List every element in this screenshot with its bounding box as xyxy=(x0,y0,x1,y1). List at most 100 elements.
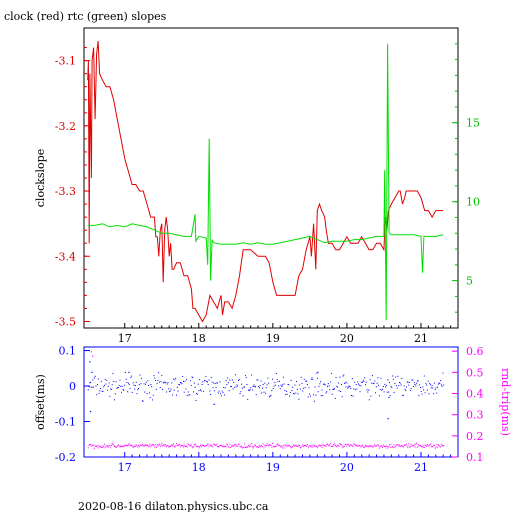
data-point-offset xyxy=(393,392,395,394)
data-point-rnd-trip xyxy=(285,444,287,446)
data-point-offset xyxy=(203,390,205,392)
data-point-offset xyxy=(154,377,156,379)
data-point-rnd-trip xyxy=(230,446,232,448)
data-point-offset xyxy=(333,388,335,390)
data-point-rnd-trip xyxy=(304,444,306,446)
data-point-offset xyxy=(347,387,349,389)
data-point-offset xyxy=(416,380,418,382)
data-point-offset xyxy=(374,380,376,382)
data-point-offset xyxy=(175,377,177,379)
data-point-rnd-trip xyxy=(184,445,186,447)
data-point-offset xyxy=(340,391,342,392)
data-point-rnd-trip xyxy=(229,443,231,445)
data-point-offset xyxy=(430,384,431,386)
data-point-rnd-trip xyxy=(235,445,237,447)
data-point-rnd-trip xyxy=(279,445,281,447)
data-point-rnd-trip xyxy=(200,446,202,448)
data-point-offset xyxy=(162,382,164,384)
data-point-offset xyxy=(196,392,198,394)
data-point-offset xyxy=(249,389,251,391)
data-point-offset xyxy=(311,377,313,379)
data-point-rnd-trip xyxy=(357,445,359,447)
data-point-rnd-trip xyxy=(289,444,291,446)
data-point-offset xyxy=(418,395,420,397)
data-point-rnd-trip xyxy=(290,447,292,449)
data-point-offset xyxy=(241,387,243,389)
data-point-offset xyxy=(291,390,293,392)
y-tick-label: -3.4 xyxy=(55,250,76,263)
data-point-rnd-trip xyxy=(330,442,332,444)
data-point-rnd-trip xyxy=(326,443,328,445)
data-point-offset xyxy=(139,374,141,376)
data-point-offset xyxy=(332,388,334,390)
data-point-offset xyxy=(224,394,225,396)
y2-tick-label: 10 xyxy=(466,196,480,209)
data-point-rnd-trip xyxy=(122,445,124,447)
data-point-offset xyxy=(429,382,431,384)
data-point-offset xyxy=(258,387,260,389)
data-point-rnd-trip xyxy=(425,444,427,446)
data-point-offset xyxy=(148,385,150,386)
x-tick-label: 20 xyxy=(340,332,354,345)
data-point-offset xyxy=(306,384,308,386)
data-point-rnd-trip xyxy=(416,442,418,444)
data-point-offset xyxy=(166,383,168,385)
y2-tick-label: 0.6 xyxy=(466,345,484,358)
data-point-rnd-trip xyxy=(139,444,141,446)
data-point-rnd-trip xyxy=(303,445,305,446)
data-point-rnd-trip xyxy=(197,445,199,447)
data-point-rnd-trip xyxy=(128,444,129,446)
data-point-offset xyxy=(207,381,208,383)
data-point-rnd-trip xyxy=(330,446,332,447)
data-point-rnd-trip xyxy=(350,444,352,446)
data-point-rnd-trip xyxy=(358,445,359,447)
y-tick-label: -3.2 xyxy=(55,120,76,133)
data-point-rnd-trip xyxy=(169,446,171,447)
data-point-rnd-trip xyxy=(412,445,414,447)
data-point-offset xyxy=(382,388,383,390)
data-point-rnd-trip xyxy=(365,445,367,447)
data-point-rnd-trip xyxy=(213,443,215,445)
data-point-rnd-trip xyxy=(138,444,139,446)
data-point-offset xyxy=(433,393,435,395)
chart-title: clock (red) rtc (green) slopes xyxy=(4,10,167,23)
data-point-offset xyxy=(87,389,89,391)
data-point-offset xyxy=(262,384,264,386)
data-point-rnd-trip xyxy=(189,445,191,447)
data-point-rnd-trip xyxy=(138,446,140,448)
data-point-offset xyxy=(272,378,273,380)
data-point-rnd-trip xyxy=(227,446,229,448)
data-point-rnd-trip xyxy=(177,444,179,446)
data-point-rnd-trip xyxy=(437,444,439,446)
data-point-offset xyxy=(387,379,389,381)
data-point-rnd-trip xyxy=(396,444,398,446)
data-point-rnd-trip xyxy=(173,445,175,447)
data-point-offset xyxy=(327,383,329,385)
data-point-rnd-trip xyxy=(134,445,136,447)
y-tick-label: -3.1 xyxy=(55,55,76,68)
data-point-rnd-trip xyxy=(362,446,364,448)
data-point-rnd-trip xyxy=(371,445,373,447)
data-point-rnd-trip xyxy=(212,446,214,448)
data-point-offset xyxy=(375,386,377,388)
data-point-offset xyxy=(401,378,403,379)
data-point-offset xyxy=(363,381,365,382)
data-point-rnd-trip xyxy=(428,445,430,447)
data-point-rnd-trip xyxy=(128,443,130,445)
data-point-offset xyxy=(101,390,103,392)
data-point-rnd-trip xyxy=(322,444,324,446)
y-tick-label: 0 xyxy=(69,380,76,393)
data-point-rnd-trip xyxy=(137,446,139,448)
data-point-rnd-trip xyxy=(226,443,228,445)
data-point-offset xyxy=(236,384,238,386)
data-point-offset xyxy=(337,382,339,384)
data-point-rnd-trip xyxy=(413,445,414,447)
data-point-offset xyxy=(98,392,100,394)
data-point-offset xyxy=(250,387,252,389)
data-point-offset xyxy=(341,384,342,386)
data-point-rnd-trip xyxy=(364,446,366,448)
data-point-offset xyxy=(126,382,128,383)
y-tick-label: -3.3 xyxy=(55,185,76,198)
data-point-rnd-trip xyxy=(107,445,109,447)
data-point-offset xyxy=(351,378,353,379)
